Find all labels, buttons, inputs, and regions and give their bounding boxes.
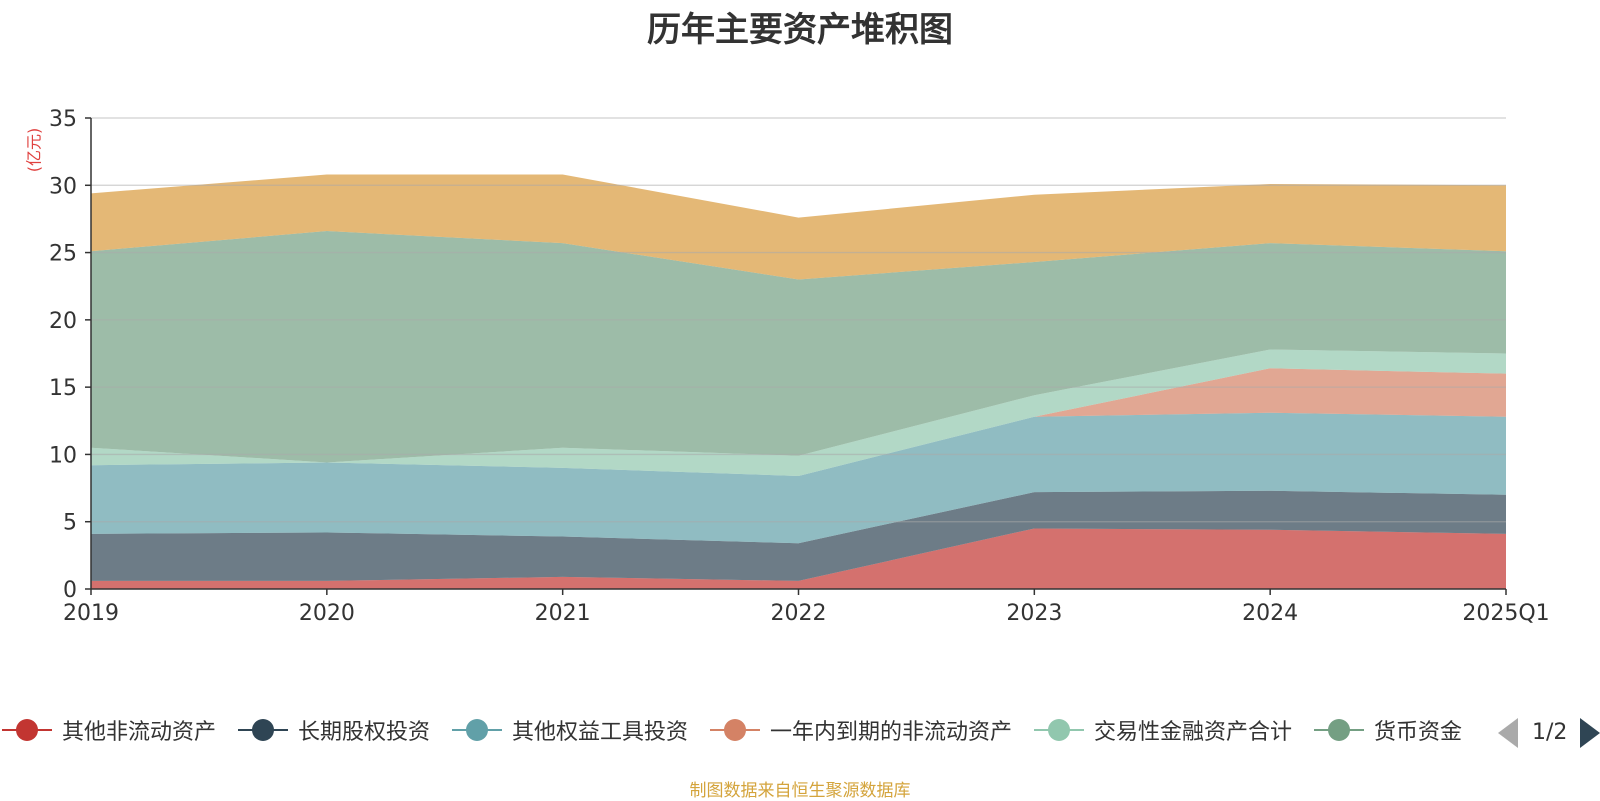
y-tick-label-5: 25 [49, 242, 77, 267]
area-series-6 [91, 174, 1506, 280]
y-tick-label-2: 10 [49, 443, 77, 468]
legend-items: 其他非流动资产 长期股权投资 其他权益工具投资 一年内到期的非流动资产 交易性金融资产合… [0, 710, 1482, 750]
legend-marker-icon [452, 716, 502, 744]
y-tick-label-4: 20 [49, 309, 77, 334]
area-series-4 [91, 349, 1506, 476]
x-tick-label-6: 2025Q1 [1462, 601, 1549, 626]
legend-prev-page-button[interactable] [1498, 718, 1518, 748]
legend-marker-icon [238, 716, 288, 744]
legend-marker-icon [2, 716, 52, 744]
area-series-5 [91, 231, 1506, 463]
x-tick-label-4: 2023 [1006, 601, 1062, 626]
x-tick-label-5: 2024 [1242, 601, 1298, 626]
y-tick-label-3: 15 [49, 376, 77, 401]
x-tick-label-3: 2022 [771, 601, 827, 626]
legend-pager: 1/2 [1498, 718, 1600, 750]
area-series-0 [91, 528, 1506, 589]
legend-item-1[interactable]: 长期股权投资 [238, 710, 430, 750]
stacked-area-chart: 0 5 10 15 20 25 30 35 2019 2020 2021 2022 2023 2024 20… [49, 107, 1550, 626]
chart-legend: 其他非流动资产 长期股权投资 其他权益工具投资 一年内到期的非流动资产 交易性金融资产合… [0, 710, 1600, 750]
area-series-3 [91, 368, 1506, 476]
legend-item-3[interactable]: 一年内到期的非流动资产 [710, 710, 1012, 750]
area-series-2 [91, 412, 1506, 544]
legend-item-label: 交易性金融资产合计 [1094, 720, 1293, 745]
y-tick-label-0: 0 [63, 578, 77, 603]
x-tick-label-2: 2021 [535, 601, 591, 626]
legend-next-page-button[interactable] [1580, 718, 1600, 748]
y-tick-label-1: 5 [63, 511, 77, 536]
area-series-1 [91, 490, 1506, 581]
legend-marker-icon [1034, 716, 1084, 744]
x-tick-label-0: 2019 [63, 601, 119, 626]
legend-item-5[interactable]: 货币资金 [1314, 710, 1462, 750]
legend-item-2[interactable]: 其他权益工具投资 [452, 710, 688, 750]
legend-item-label: 其他非流动资产 [62, 720, 217, 745]
legend-item-label: 一年内到期的非流动资产 [770, 720, 1013, 745]
legend-item-4[interactable]: 交易性金融资产合计 [1034, 710, 1292, 750]
legend-item-label: 货币资金 [1374, 720, 1463, 745]
y-tick-label-6: 30 [49, 174, 77, 199]
legend-page-indicator: 1/2 [1532, 720, 1568, 745]
legend-item-0[interactable]: 其他非流动资产 [2, 710, 216, 750]
x-tick-label-1: 2020 [299, 601, 355, 626]
legend-item-label: 长期股权投资 [298, 720, 431, 745]
y-tick-label-7: 35 [49, 107, 77, 132]
legend-marker-icon [710, 716, 760, 744]
legend-marker-icon [1314, 716, 1364, 744]
data-source-note: 制图数据来自恒生聚源数据库 [689, 781, 911, 801]
chart-title: 历年主要资产堆积图 [647, 10, 953, 50]
legend-item-label: 其他权益工具投资 [512, 720, 689, 745]
